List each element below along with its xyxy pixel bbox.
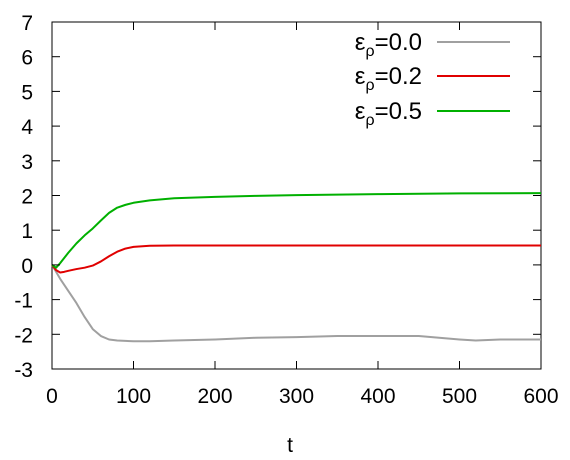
- y-tick-label: 2: [21, 186, 33, 209]
- legend-subscript: ρ: [366, 112, 375, 129]
- legend-label: ερ=0.5: [355, 98, 422, 129]
- x-tick-label: 100: [116, 385, 151, 408]
- legend-value: =0.5: [375, 98, 422, 125]
- legend-symbol: ε: [355, 29, 366, 56]
- legend-subscript: ρ: [366, 77, 375, 94]
- y-tick-label: -1: [14, 290, 33, 313]
- y-tick-label: 5: [21, 81, 33, 104]
- y-tick-label: -2: [14, 324, 33, 347]
- y-tick-label: 0: [21, 255, 33, 278]
- legend-subscript: ρ: [366, 43, 375, 60]
- y-tick-label: 4: [21, 116, 33, 139]
- legend-value: =0.0: [375, 29, 422, 56]
- x-tick-label: 300: [279, 385, 314, 408]
- x-tick-label: 0: [46, 385, 58, 408]
- y-tick-label: 6: [21, 47, 33, 70]
- series-line-0: [51, 264, 541, 343]
- series-line-2: [51, 192, 542, 269]
- legend-label: ερ=0.0: [355, 29, 422, 60]
- x-axis-label: t: [287, 434, 293, 457]
- legend-symbol: ε: [355, 63, 366, 90]
- x-tick-label: 500: [442, 385, 477, 408]
- x-tick-label: 600: [523, 385, 558, 408]
- legend-value: =0.2: [375, 63, 422, 90]
- y-tick-label: 7: [21, 12, 33, 35]
- y-tick-label: 3: [21, 151, 33, 174]
- legend: ερ=0.0ερ=0.2ερ=0.5: [355, 29, 510, 129]
- x-tick-label: 400: [360, 385, 395, 408]
- y-tick-label: -3: [14, 359, 33, 382]
- y-tick-label: 1: [21, 220, 33, 243]
- legend-symbol: ε: [355, 98, 366, 125]
- x-tick-label: 200: [197, 385, 232, 408]
- series-line-1: [51, 244, 541, 274]
- legend-label: ερ=0.2: [355, 63, 422, 94]
